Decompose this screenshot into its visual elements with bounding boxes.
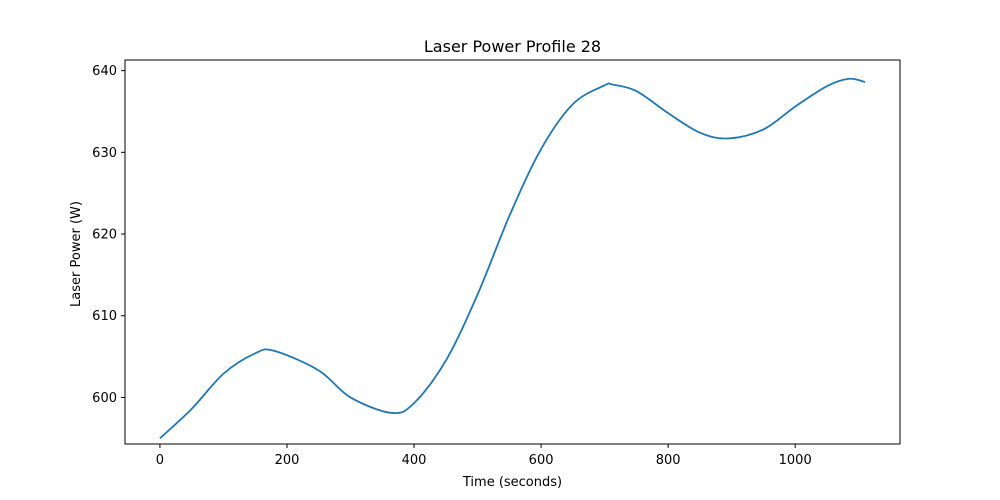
x-tick-label: 0 bbox=[156, 453, 164, 468]
y-tick-label: 600 bbox=[92, 391, 117, 406]
y-tick-label: 630 bbox=[92, 146, 117, 161]
series-line-0 bbox=[159, 77, 866, 439]
x-tick-label: 200 bbox=[275, 453, 300, 468]
x-axis: 0 200 400 600 800 1000 bbox=[156, 444, 812, 468]
x-tick-label: 400 bbox=[402, 453, 427, 468]
y-tick-label: 610 bbox=[92, 309, 117, 324]
x-tick-label: 800 bbox=[656, 453, 681, 468]
plot-area bbox=[124, 59, 901, 445]
y-tick-label: 640 bbox=[92, 64, 117, 79]
plot-frame bbox=[124, 59, 901, 445]
y-axis-label: Laser Power (W) bbox=[69, 201, 84, 307]
x-tick-label: 1000 bbox=[779, 453, 812, 468]
x-tick-label: 600 bbox=[529, 453, 554, 468]
chart-title: Laser Power Profile 28 bbox=[424, 37, 601, 56]
y-tick-label: 620 bbox=[92, 228, 117, 243]
y-axis: 600 610 620 630 640 bbox=[92, 64, 125, 406]
x-axis-label: Time (seconds) bbox=[462, 475, 562, 490]
